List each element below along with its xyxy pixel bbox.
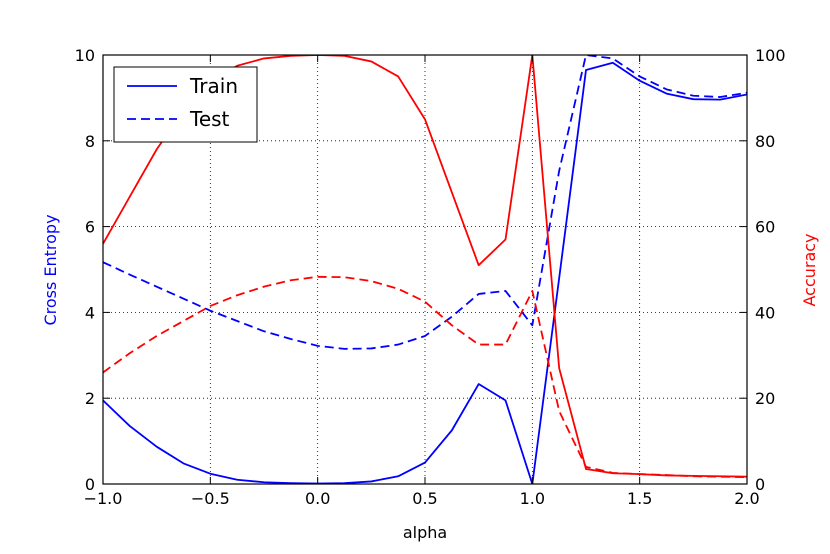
- y-right-tick-label-1: 20: [755, 389, 775, 408]
- x-tick-labels: −1.0 −0.5 0.0 0.5 1.0 1.5 2.0: [84, 489, 760, 508]
- y-right-tick-label-2: 40: [755, 303, 775, 322]
- y-left-tick-labels: 0 2 4 6 8 10: [75, 46, 95, 494]
- x-tick-label-5: 1.5: [627, 489, 652, 508]
- y-left-tick-label-3: 6: [85, 218, 95, 237]
- tick-marks: [102, 54, 748, 485]
- y-right-axis-title: Accuracy: [800, 233, 819, 306]
- y-left-axis-title: Cross Entropy: [41, 214, 60, 325]
- y-right-tick-label-0: 0: [755, 475, 765, 494]
- legend: Train Test: [113, 66, 258, 143]
- y-right-tick-label-4: 80: [755, 132, 775, 151]
- x-tick-label-3: 0.5: [412, 489, 437, 508]
- series-line-accuracy-test: [103, 275, 747, 479]
- legend-test-label: Test: [189, 107, 230, 131]
- y-left-tick-label-4: 8: [85, 132, 95, 151]
- y-left-tick-label-2: 4: [85, 303, 95, 322]
- x-tick-label-1: −0.5: [191, 489, 230, 508]
- x-tick-label-4: 1.0: [520, 489, 545, 508]
- y-left-tick-label-5: 10: [75, 46, 95, 65]
- series-line-cross-entropy-test: [103, 55, 747, 350]
- x-tick-label-6: 2.0: [734, 489, 759, 508]
- y-right-tick-labels: 0 20 40 60 80 100: [755, 46, 786, 494]
- x-tick-label-2: 0.0: [305, 489, 330, 508]
- y-right-tick-label-5: 100: [755, 46, 786, 65]
- y-right-tick-label-3: 60: [755, 218, 775, 237]
- y-left-tick-label-0: 0: [85, 475, 95, 494]
- y-left-tick-label-1: 2: [85, 389, 95, 408]
- series-line-cross-entropy-train: [103, 61, 747, 484]
- legend-train-label: Train: [189, 74, 238, 98]
- x-axis-title: alpha: [403, 523, 447, 542]
- x-tick-label-0: −1.0: [84, 489, 123, 508]
- legend-box: [113, 66, 258, 143]
